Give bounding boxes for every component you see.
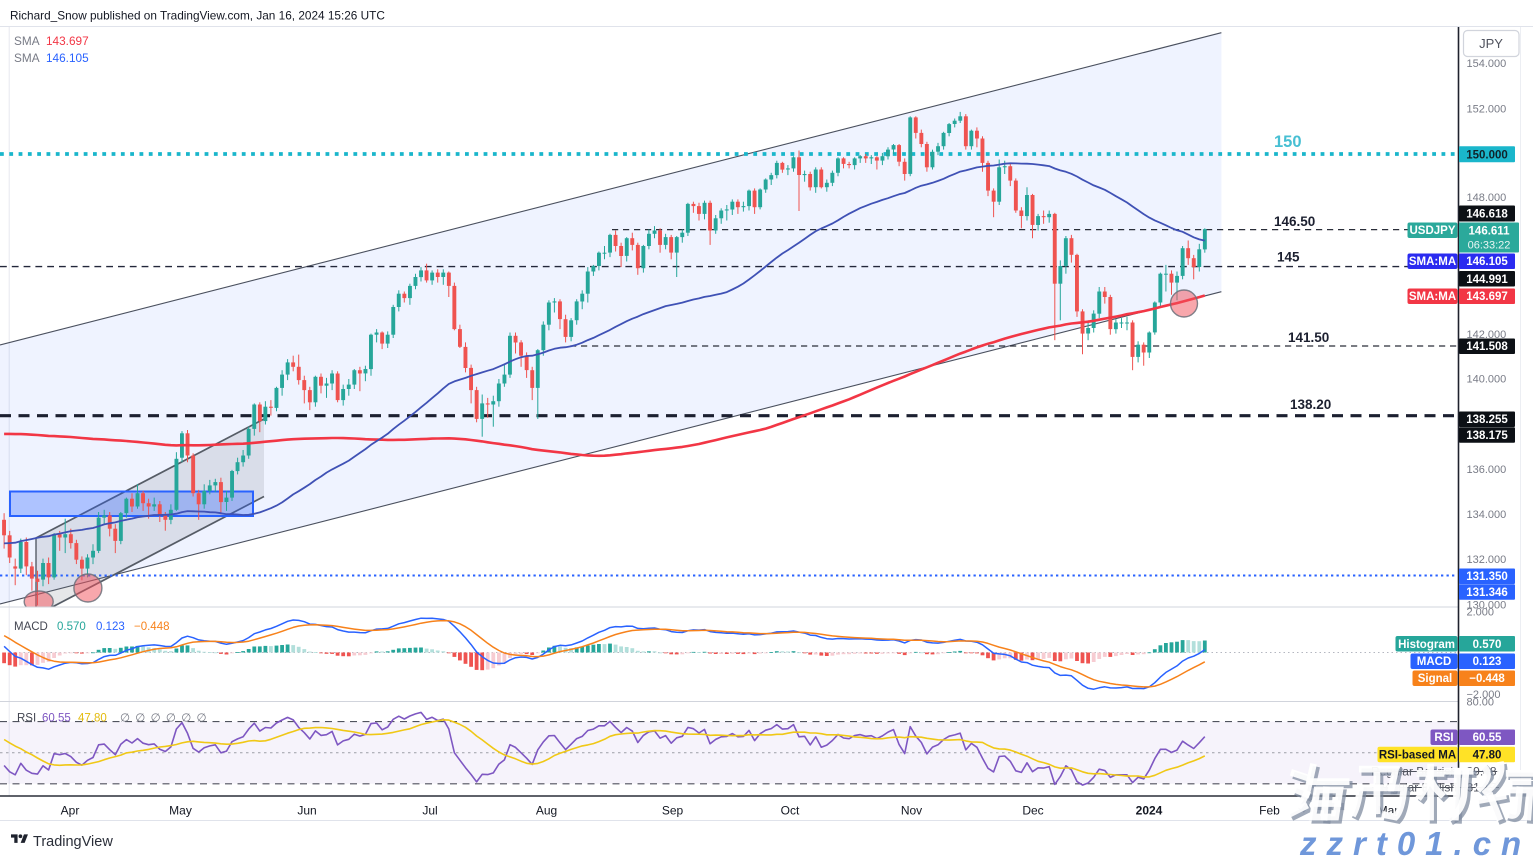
svg-text:138.175: 138.175: [1466, 430, 1508, 442]
svg-text:141.508: 141.508: [1466, 341, 1508, 353]
svg-text:Feb: Feb: [1259, 804, 1280, 818]
svg-text:142.000: 142.000: [1467, 329, 1507, 341]
svg-text:Sep: Sep: [662, 804, 684, 818]
svg-text:47.80: 47.80: [78, 713, 107, 725]
svg-text:06:33:22: 06:33:22: [1468, 240, 1511, 252]
svg-text:143.697: 143.697: [46, 34, 89, 48]
svg-text:MACD: MACD: [1417, 656, 1452, 668]
svg-text:Histogram: Histogram: [1398, 639, 1455, 651]
svg-text:Apr: Apr: [61, 804, 80, 818]
svg-text:Oct: Oct: [781, 804, 800, 818]
svg-text:150.000: 150.000: [1466, 149, 1508, 161]
svg-text:RSI-based MA: RSI-based MA: [1379, 750, 1456, 762]
svg-text:−2.000: −2.000: [1467, 689, 1501, 701]
svg-text:146.50: 146.50: [1274, 214, 1315, 229]
svg-text:146.611: 146.611: [1469, 226, 1511, 238]
svg-text:TradingView: TradingView: [33, 834, 113, 850]
svg-text:2024: 2024: [1136, 804, 1163, 818]
svg-text:0.570: 0.570: [57, 621, 86, 633]
svg-text:80.00: 80.00: [1467, 697, 1495, 709]
svg-text:47.80: 47.80: [1473, 750, 1502, 762]
svg-text:Richard_Snow published on Trad: Richard_Snow published on TradingView.co…: [10, 9, 385, 23]
svg-text:∅: ∅: [197, 713, 207, 725]
svg-text:154.000: 154.000: [1467, 58, 1507, 70]
svg-text:150: 150: [1274, 133, 1302, 151]
svg-text:136.000: 136.000: [1467, 464, 1507, 476]
svg-text:∅: ∅: [120, 713, 130, 725]
svg-text:−0.448: −0.448: [134, 621, 170, 633]
svg-text:USDJPY: USDJPY: [1409, 225, 1455, 237]
svg-text:0.123: 0.123: [1473, 656, 1502, 668]
svg-text:131.346: 131.346: [1466, 587, 1508, 599]
svg-text:zzrt01.cn: zzrt01.cn: [1299, 825, 1531, 857]
svg-text:Dec: Dec: [1022, 804, 1043, 818]
svg-text:RSI: RSI: [17, 713, 36, 725]
svg-text:SMA:MA: SMA:MA: [1409, 256, 1456, 268]
svg-text:Signal: Signal: [1418, 673, 1453, 685]
svg-text:∅: ∅: [135, 713, 145, 725]
svg-text:SMA:MA: SMA:MA: [1409, 291, 1456, 303]
svg-text:152.000: 152.000: [1467, 103, 1507, 115]
svg-text:Jun: Jun: [297, 804, 316, 818]
svg-text:∅: ∅: [181, 713, 191, 725]
svg-text:146.105: 146.105: [46, 51, 89, 65]
svg-text:144.991: 144.991: [1466, 274, 1508, 286]
svg-text:0.123: 0.123: [96, 621, 125, 633]
svg-text:2.000: 2.000: [1467, 607, 1495, 619]
svg-text:140.000: 140.000: [1467, 374, 1507, 386]
svg-text:141.50: 141.50: [1288, 330, 1329, 345]
svg-text:∅: ∅: [166, 713, 176, 725]
svg-text:145: 145: [1277, 250, 1300, 265]
svg-text:RSI: RSI: [1434, 732, 1453, 744]
svg-text:SMA: SMA: [14, 34, 40, 48]
svg-text:SMA: SMA: [14, 51, 40, 65]
svg-text:∅: ∅: [151, 713, 161, 725]
svg-text:60.55: 60.55: [1473, 732, 1502, 744]
svg-text:May: May: [169, 804, 192, 818]
svg-text:−0.448: −0.448: [1469, 673, 1505, 685]
svg-text:148.000: 148.000: [1467, 192, 1507, 204]
svg-text:Nov: Nov: [901, 804, 922, 818]
svg-text:146.105: 146.105: [1466, 256, 1508, 268]
svg-text:131.350: 131.350: [1466, 571, 1508, 583]
svg-text:146.618: 146.618: [1466, 209, 1508, 221]
svg-text:138.20: 138.20: [1290, 397, 1331, 412]
svg-text:134.000: 134.000: [1467, 509, 1507, 521]
svg-text:Aug: Aug: [536, 804, 557, 818]
svg-text:Jul: Jul: [422, 804, 437, 818]
svg-text:JPY: JPY: [1479, 36, 1503, 51]
svg-text:132.000: 132.000: [1467, 554, 1507, 566]
svg-text:143.697: 143.697: [1466, 291, 1508, 303]
svg-text:0.570: 0.570: [1473, 639, 1502, 651]
svg-text:138.255: 138.255: [1466, 414, 1508, 426]
svg-text:MACD: MACD: [14, 621, 48, 633]
svg-text:130.000: 130.000: [1467, 599, 1507, 611]
svg-text:60.55: 60.55: [42, 713, 71, 725]
